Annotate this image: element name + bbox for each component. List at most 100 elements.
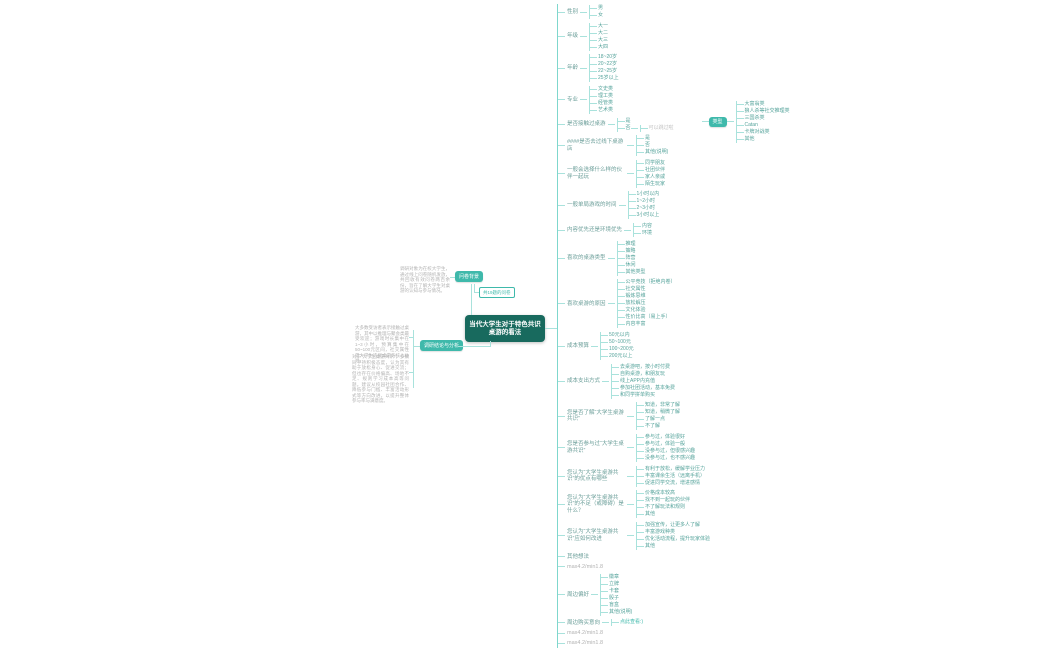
mindmap-child-node[interactable]: 卡牌对战类 bbox=[744, 128, 770, 135]
mindmap-link-node[interactable]: 点此查看:) bbox=[620, 619, 644, 626]
mindmap-child-node[interactable]: 狼人杀等社交推理类 bbox=[744, 107, 790, 114]
mindmap-child-node[interactable]: 男 bbox=[598, 5, 604, 11]
mindmap-branch-node[interactable]: 年级 bbox=[567, 33, 579, 40]
mindmap-child-node[interactable]: 其他 bbox=[645, 511, 656, 518]
mindmap-child-node[interactable]: 环境 bbox=[642, 230, 653, 237]
mindmap-child-node[interactable]: 否 bbox=[645, 142, 651, 149]
mindmap-child-node[interactable]: 盲盒 bbox=[609, 601, 620, 608]
mindmap-child-node[interactable]: 20~22岁 bbox=[598, 61, 618, 68]
mindmap-child-node[interactable]: 可以跳过啦 bbox=[648, 124, 674, 131]
mindmap-branch-node[interactable]: 性别 bbox=[567, 8, 579, 15]
mindmap-child-node[interactable]: 促进同学交流，增进感情 bbox=[645, 479, 701, 486]
mindmap-child-node[interactable]: 锻炼思维 bbox=[625, 293, 646, 300]
mindmap-branch-node[interactable]: 您是否了解“大学生桌游共识” bbox=[567, 409, 624, 423]
mindmap-child-node[interactable]: 2~3小时 bbox=[636, 205, 655, 212]
mindmap-child-node[interactable]: 其他类型 bbox=[625, 268, 646, 275]
mindmap-branch-node[interactable]: 成本支出方式 bbox=[567, 377, 601, 384]
mindmap-branch-node[interactable]: 周边偏好 bbox=[567, 591, 590, 598]
mindmap-child-node[interactable]: 参与过，体验很好 bbox=[645, 433, 686, 440]
mindmap-child-node[interactable]: 女 bbox=[598, 12, 604, 18]
mindmap-branch-node[interactable]: 您认为“大学生桌游共识”应如何改进 bbox=[567, 529, 619, 542]
mindmap-branch-node[interactable]: 您是否参与过“大学生桌游共识” bbox=[567, 441, 624, 454]
mindmap-child-node[interactable]: 内容 bbox=[642, 223, 653, 230]
mindmap-child-node[interactable]: 3小时以上 bbox=[636, 212, 660, 219]
background-pill-node[interactable]: 问卷背景 bbox=[455, 271, 484, 282]
mindmap-child-node[interactable]: 社团伙伴 bbox=[645, 166, 666, 173]
mindmap-child-node[interactable]: 100~200元 bbox=[609, 346, 634, 353]
mindmap-child-node[interactable]: 大一 bbox=[598, 22, 609, 29]
mindmap-child-node[interactable]: 知道，稍微了解 bbox=[645, 409, 681, 416]
mindmap-branch-node[interactable]: 是否接触过桌游 bbox=[567, 121, 606, 128]
mindmap-child-node[interactable]: 大二 bbox=[598, 29, 609, 36]
mindmap-branch-node[interactable]: 您认为“大学生桌游共识”的不足（或障碍）是什么？ bbox=[567, 494, 624, 514]
mindmap-child-node[interactable]: 去桌游吧，按小时付费 bbox=[620, 363, 671, 370]
mindmap-child-node[interactable]: 陌生玩家 bbox=[645, 180, 666, 187]
mindmap-child-node[interactable]: 线上APP内充值 bbox=[620, 377, 656, 384]
mindmap-child-node[interactable]: 没参与过，也不感兴趣 bbox=[645, 454, 696, 461]
central-topic[interactable]: 当代大学生对于特色共识桌游的看法 bbox=[465, 315, 545, 342]
mindmap-child-node[interactable]: 1小时以内 bbox=[636, 191, 660, 198]
mindmap-child-node[interactable]: 1~2小时 bbox=[636, 198, 655, 205]
mindmap-child-node[interactable]: 找不到一起玩的伙伴 bbox=[645, 497, 691, 504]
conclusion-pill-node[interactable]: 调研结论与分析 bbox=[420, 340, 464, 351]
mindmap-child-node[interactable]: 加强宣传，让更多人了解 bbox=[645, 521, 701, 528]
mindmap-child-node[interactable]: 推理 bbox=[625, 240, 636, 247]
mindmap-child-node[interactable]: 有利于放松，缓解学业压力 bbox=[645, 465, 706, 472]
mindmap-branch-node[interactable]: 内容优先还是环境优先 bbox=[567, 226, 623, 233]
mindmap-child-node[interactable]: 其他(说明) bbox=[609, 608, 633, 615]
mindmap-child-node[interactable]: 公平竞技（拒绝内卷） bbox=[625, 279, 676, 286]
mindmap-child-node[interactable]: 大富翁类 bbox=[744, 100, 765, 107]
mindmap-branch-node[interactable]: 喜欢桌游的原因 bbox=[567, 300, 606, 307]
mindmap-child-node[interactable]: 200元以上 bbox=[609, 353, 633, 360]
mindmap-child-node[interactable]: 知道，非常了解 bbox=[645, 402, 681, 409]
mindmap-child-node[interactable]: Catan bbox=[744, 121, 758, 128]
mindmap-branch-node[interactable]: 年龄 bbox=[567, 65, 579, 72]
mindmap-branch-node[interactable]: max4.2/min1.8 bbox=[567, 563, 604, 570]
mindmap-child-node[interactable]: 其他 bbox=[645, 542, 656, 549]
mindmap-branch-node[interactable]: 一般单局游戏的时间 bbox=[567, 202, 617, 209]
mindmap-child-node[interactable]: 价格成本较高 bbox=[645, 490, 676, 497]
mindmap-pill-node[interactable]: 类型 bbox=[708, 116, 727, 127]
mindmap-child-node[interactable]: 50元以内 bbox=[609, 332, 630, 339]
mindmap-child-node[interactable]: 不了解玩法和规则 bbox=[645, 504, 686, 511]
question-count-node[interactable]: 共19题的问卷 bbox=[479, 287, 515, 298]
mindmap-child-node[interactable]: 参与过，体验一般 bbox=[645, 440, 686, 447]
mindmap-child-node[interactable]: 徽章 bbox=[609, 573, 620, 580]
mindmap-child-node[interactable]: 卡套 bbox=[609, 587, 620, 594]
mindmap-child-node[interactable]: 是 bbox=[645, 135, 651, 142]
mindmap-child-node[interactable]: 了解一点 bbox=[645, 416, 666, 423]
mindmap-branch-node[interactable]: 喜欢的桌游类型 bbox=[567, 255, 606, 262]
mindmap-branch-node[interactable]: 一般会选择什么样的伙伴一起玩 bbox=[567, 167, 623, 180]
mindmap-child-node[interactable]: 理工类 bbox=[598, 92, 614, 99]
mindmap-child-node[interactable]: 大三 bbox=[598, 36, 609, 43]
mindmap-child-node[interactable]: 丰富游戏种类 bbox=[645, 528, 676, 535]
mindmap-child-node[interactable]: 放松解压 bbox=[625, 300, 646, 307]
mindmap-child-node[interactable]: 阵营 bbox=[625, 254, 636, 261]
mindmap-branch-node[interactable]: ####是否去过线下桌游店 bbox=[567, 139, 624, 152]
mindmap-child-node[interactable]: 文史类 bbox=[598, 85, 614, 92]
mindmap-child-node[interactable]: 否 bbox=[625, 124, 631, 131]
mindmap-child-node[interactable]: 22~25岁 bbox=[598, 68, 618, 75]
mindmap-child-node[interactable]: 家人亲戚 bbox=[645, 173, 666, 180]
mindmap-branch-node[interactable]: 其他想法 bbox=[567, 553, 590, 560]
mindmap-branch-node[interactable]: 专业 bbox=[567, 96, 579, 103]
mindmap-branch-node[interactable]: max4.2/min1.8 bbox=[567, 640, 604, 647]
mindmap-child-node[interactable]: 骰子 bbox=[609, 594, 620, 601]
mindmap-child-node[interactable]: 不了解 bbox=[645, 423, 661, 430]
mindmap-child-node[interactable]: 策略 bbox=[625, 247, 636, 254]
mindmap-branch-node[interactable]: 您认为“大学生桌游共识”的优点有哪些 bbox=[567, 469, 619, 483]
mindmap-child-node[interactable]: 没参与过，但很感兴趣 bbox=[645, 447, 696, 454]
mindmap-child-node[interactable]: 优化活动流程，提升玩家体验 bbox=[645, 535, 711, 542]
mindmap-child-node[interactable]: 参加社团活动，基本免费 bbox=[620, 384, 676, 391]
mindmap-child-node[interactable]: 丰富课余生活（远离手机） bbox=[645, 472, 706, 479]
mindmap-child-node[interactable]: 自购桌游，和朋友玩 bbox=[620, 370, 666, 377]
mindmap-child-node[interactable]: 25岁以上 bbox=[598, 75, 619, 82]
mindmap-child-node[interactable]: 立牌 bbox=[609, 580, 620, 587]
mindmap-child-node[interactable]: 艺术类 bbox=[598, 106, 614, 113]
mindmap-branch-node[interactable]: max4.2/min1.8 bbox=[567, 630, 604, 637]
mindmap-child-node[interactable]: 文化体验 bbox=[625, 307, 646, 314]
mindmap-child-node[interactable]: 社交属性 bbox=[625, 286, 646, 293]
mindmap-child-node[interactable]: 18~20岁 bbox=[598, 54, 618, 61]
mindmap-child-node[interactable]: 内容丰富 bbox=[625, 321, 646, 328]
mindmap-child-node[interactable]: 其他 bbox=[744, 135, 755, 142]
